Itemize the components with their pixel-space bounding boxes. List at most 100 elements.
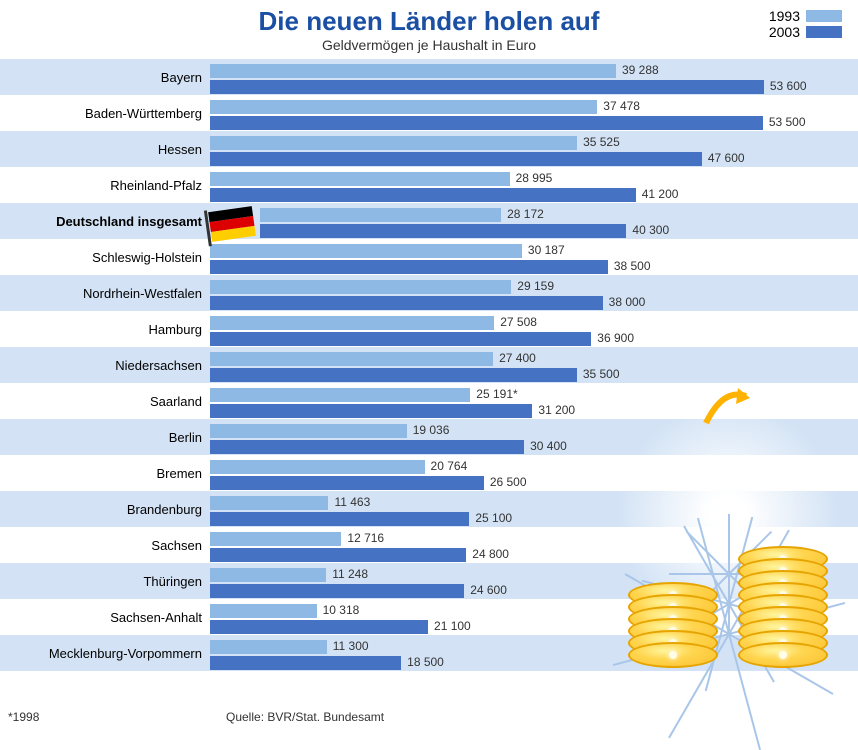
bar-value-2003: 40 300 xyxy=(632,223,669,237)
bar-value-1993: 29 159 xyxy=(517,279,554,293)
row-label: Sachsen xyxy=(0,538,210,553)
bar-2003 xyxy=(210,260,608,274)
bar-1993 xyxy=(210,568,326,582)
row-label: Rheinland-Pfalz xyxy=(0,178,210,193)
row-label: Bayern xyxy=(0,70,210,85)
bar-1993 xyxy=(210,460,425,474)
coin-stack-right xyxy=(738,560,828,668)
growth-arrow-icon xyxy=(698,378,758,438)
chart-row: Hessen35 52547 600 xyxy=(0,131,858,167)
bar-value-1993: 35 525 xyxy=(583,135,620,149)
row-label: Hessen xyxy=(0,142,210,157)
row-label: Brandenburg xyxy=(0,502,210,517)
source: Quelle: BVR/Stat. Bundesamt xyxy=(214,710,850,724)
legend-swatch-2003 xyxy=(806,26,842,38)
bar-value-2003: 35 500 xyxy=(583,367,620,381)
footer: *1998 Quelle: BVR/Stat. Bundesamt xyxy=(0,710,858,724)
row-label: Mecklenburg-Vorpommern xyxy=(0,646,210,661)
bar-1993 xyxy=(210,316,494,330)
bars-cell: 28 172 40 300 xyxy=(210,205,858,237)
bar-1993 xyxy=(210,640,327,654)
chart-row: Bayern 39 288 53 600 xyxy=(0,59,858,95)
bar-1993 xyxy=(210,388,470,402)
bar-value-2003: 26 500 xyxy=(490,475,527,489)
chart-row: Schleswig-Holstein30 18738 500 xyxy=(0,239,858,275)
bar-1993 xyxy=(210,604,317,618)
bar-2003 xyxy=(210,188,636,202)
bar-1993 xyxy=(210,496,328,510)
bar-1993 xyxy=(210,352,493,366)
row-label: Hamburg xyxy=(0,322,210,337)
chart-row: Rheinland-Pfalz28 99541 200 xyxy=(0,167,858,203)
coin-stack-left xyxy=(628,596,718,668)
row-label: Bremen xyxy=(0,466,210,481)
bar-2003 xyxy=(210,656,401,670)
bar-value-1993: 37 478 xyxy=(603,99,640,113)
bar-value-1993: 27 508 xyxy=(500,315,537,329)
bars-cell: 28 99541 200 xyxy=(210,169,858,201)
bar-2003 xyxy=(210,548,466,562)
bar-value-1993: 10 318 xyxy=(323,603,360,617)
bar-value-2003: 21 100 xyxy=(434,619,471,633)
bar-1993 xyxy=(210,100,597,114)
bars-cell: 27 50836 900 xyxy=(210,313,858,345)
bar-1993 xyxy=(210,244,522,258)
bars-cell: 39 288 53 600 xyxy=(210,61,858,93)
bar-2003 xyxy=(210,476,484,490)
row-label: Baden-Württemberg xyxy=(0,106,210,121)
bar-2003 xyxy=(210,296,603,310)
legend-row-2003: 2003 xyxy=(769,24,842,40)
footnote: *1998 xyxy=(4,710,214,724)
row-label: Sachsen-Anhalt xyxy=(0,610,210,625)
bar-2003 xyxy=(210,512,469,526)
bar-2003 xyxy=(210,152,702,166)
bar-value-2003: 53 600 xyxy=(770,79,807,93)
bar-1993 xyxy=(210,280,511,294)
legend-label-1993: 1993 xyxy=(769,8,800,24)
bar-value-1993: 27 400 xyxy=(499,351,536,365)
bar-1993 xyxy=(210,136,577,150)
bar-1993 xyxy=(260,208,501,222)
row-label: Nordrhein-Westfalen xyxy=(0,286,210,301)
chart-subtitle: Geldvermögen je Haushalt in Euro xyxy=(0,37,858,59)
bar-value-1993: 11 463 xyxy=(334,495,370,509)
bar-1993 xyxy=(210,424,407,438)
bar-value-2003: 53 500 xyxy=(769,115,806,129)
chart-title: Die neuen Länder holen auf xyxy=(0,0,858,37)
bars-cell: 27 400 35 500 xyxy=(210,349,858,381)
bar-value-2003: 31 200 xyxy=(538,403,575,417)
bar-1993 xyxy=(210,64,616,78)
bar-value-1993: 25 191* xyxy=(476,387,517,401)
bar-value-2003: 38 000 xyxy=(609,295,646,309)
bar-value-2003: 38 500 xyxy=(614,259,651,273)
row-label: Berlin xyxy=(0,430,210,445)
bar-2003 xyxy=(210,440,524,454)
row-label: Schleswig-Holstein xyxy=(0,250,210,265)
bar-2003 xyxy=(210,404,532,418)
bar-value-2003: 25 100 xyxy=(475,511,512,525)
chart-row: Hamburg27 50836 900 xyxy=(0,311,858,347)
chart-row: Deutschland insgesamt 28 172 40 300 xyxy=(0,203,858,239)
bar-value-1993: 28 172 xyxy=(507,207,544,221)
bar-value-1993: 20 764 xyxy=(431,459,468,473)
row-label: Deutschland insgesamt xyxy=(0,214,210,229)
bar-value-1993: 39 288 xyxy=(622,63,659,77)
bar-2003 xyxy=(210,620,428,634)
bars-cell: 35 52547 600 xyxy=(210,133,858,165)
coin-icon xyxy=(738,642,828,668)
legend: 1993 2003 xyxy=(769,8,842,40)
bars-cell: 37 478 53 500 xyxy=(210,97,858,129)
bar-value-2003: 41 200 xyxy=(642,187,679,201)
row-label: Saarland xyxy=(0,394,210,409)
bar-1993 xyxy=(210,172,510,186)
bar-1993 xyxy=(210,532,341,546)
chart-row: Nordrhein-Westfalen 29 159 38 000 xyxy=(0,275,858,311)
bar-2003 xyxy=(210,584,464,598)
bar-2003 xyxy=(210,116,763,130)
legend-swatch-1993 xyxy=(806,10,842,22)
bar-value-2003: 18 500 xyxy=(407,655,444,669)
bar-value-1993: 19 036 xyxy=(413,423,450,437)
coin-icon xyxy=(628,642,718,668)
chart-row: Baden-Württemberg 37 478 53 500 xyxy=(0,95,858,131)
bar-value-2003: 24 600 xyxy=(470,583,507,597)
